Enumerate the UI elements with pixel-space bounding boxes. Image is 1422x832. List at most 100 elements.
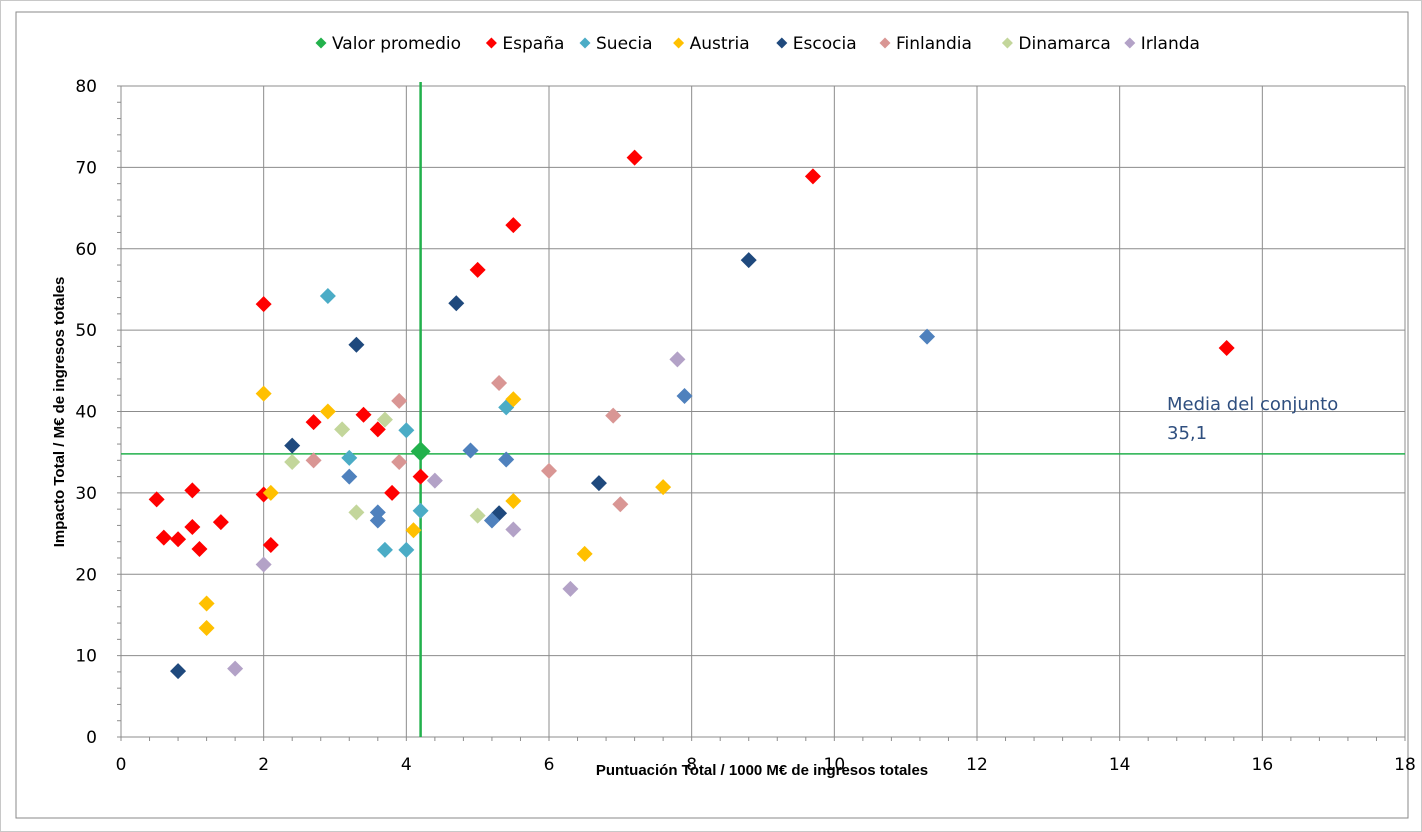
data-point — [334, 421, 351, 438]
y-tick-labels: 0 10 20 30 40 50 60 70 80 — [75, 77, 97, 748]
y-tick-label: 40 — [75, 403, 97, 423]
data-point — [498, 451, 515, 468]
legend-label: Finlandia — [896, 34, 972, 54]
data-point — [262, 484, 279, 501]
data-point — [469, 507, 486, 524]
legend: Valor promedio España Suecia Austria Escocia… — [315, 34, 1200, 54]
legend-label: Irlanda — [1141, 34, 1200, 54]
data-point — [341, 468, 358, 485]
data-point — [319, 403, 336, 420]
minor-ticks — [117, 85, 1406, 741]
data-point — [469, 261, 486, 278]
data-point — [284, 453, 301, 470]
data-point — [341, 449, 358, 466]
legend-marker — [1001, 37, 1013, 49]
legend-marker — [879, 37, 891, 49]
legend-marker — [776, 37, 788, 49]
x-tick-label: 12 — [966, 755, 988, 775]
data-point — [170, 531, 187, 548]
y-tick-label: 50 — [75, 321, 97, 341]
legend-marker — [579, 37, 591, 49]
data-point — [376, 411, 393, 428]
data-point — [170, 663, 187, 680]
data-point — [505, 391, 522, 408]
data-point — [804, 168, 821, 185]
annotation-mean-label: Media del conjunto — [1167, 394, 1338, 415]
legend-label: Suecia — [596, 34, 653, 54]
data-point — [412, 468, 429, 485]
data-point — [227, 660, 244, 677]
y-tick-label: 70 — [75, 158, 97, 178]
data-point — [410, 441, 431, 462]
data-point — [348, 336, 365, 353]
axes — [120, 86, 1405, 738]
data-point — [305, 452, 322, 469]
data-point — [562, 580, 579, 597]
y-tick-label: 20 — [75, 565, 97, 585]
reference-lines — [121, 82, 1405, 737]
data-point — [255, 556, 272, 573]
data-point — [919, 328, 936, 345]
data-point — [369, 504, 386, 521]
data-point — [626, 149, 643, 166]
data-point — [541, 462, 557, 479]
y-tick-label: 10 — [75, 647, 97, 667]
legend-label: Escocia — [793, 34, 857, 54]
legend-marker — [1124, 37, 1136, 49]
y-axis-title: Impacto Total / M€ de ingresos totales — [51, 277, 68, 548]
data-point — [483, 512, 500, 529]
x-tick-label: 8 — [686, 755, 697, 775]
y-tick-label: 30 — [75, 484, 97, 504]
x-tick-label: 0 — [116, 755, 127, 775]
data-point — [262, 536, 279, 553]
x-tick-labels: 0 2 4 6 8 10 12 14 16 18 — [116, 755, 1416, 775]
data-point — [198, 595, 215, 612]
data-point — [590, 475, 607, 492]
x-tick-label: 10 — [824, 755, 846, 775]
data-point — [155, 529, 172, 546]
legend-label: Austria — [690, 34, 750, 54]
chart-area-border — [15, 11, 1409, 819]
data-point — [505, 217, 522, 234]
data-point — [198, 619, 215, 636]
data-point — [398, 422, 415, 439]
data-point — [1218, 340, 1235, 357]
data-point — [369, 512, 386, 529]
data-point — [391, 392, 408, 409]
x-tick-label: 14 — [1109, 755, 1131, 775]
x-tick-label: 18 — [1394, 755, 1416, 775]
x-tick-label: 16 — [1252, 755, 1274, 775]
y-tick-label: 0 — [86, 728, 97, 748]
data-point — [612, 496, 629, 513]
data-point — [605, 407, 622, 424]
x-tick-label: 6 — [544, 755, 555, 775]
data-point — [355, 406, 372, 423]
data-point — [405, 522, 422, 539]
y-tick-label: 80 — [75, 77, 97, 97]
data-point — [426, 472, 443, 489]
legend-marker — [315, 37, 327, 49]
data-point — [669, 351, 686, 368]
data-point — [576, 545, 593, 562]
data-point — [462, 442, 479, 459]
data-point — [655, 479, 672, 496]
data-point — [284, 437, 301, 454]
data-point — [255, 296, 272, 313]
y-tick-label: 60 — [75, 240, 97, 260]
legend-marker — [673, 37, 685, 49]
legend-label: Valor promedio — [332, 34, 461, 54]
data-point — [505, 521, 522, 538]
legend-label: España — [502, 34, 564, 54]
data-point — [676, 388, 693, 405]
legend-marker — [485, 37, 497, 49]
data-point — [148, 491, 165, 508]
data-point — [412, 502, 429, 519]
annotation-mean-value: 35,1 — [1167, 423, 1207, 444]
x-tick-label: 4 — [401, 755, 412, 775]
data-point — [212, 514, 229, 531]
data-points — [148, 149, 1235, 680]
legend-label: Dinamarca — [1018, 34, 1110, 54]
data-point — [505, 493, 522, 510]
